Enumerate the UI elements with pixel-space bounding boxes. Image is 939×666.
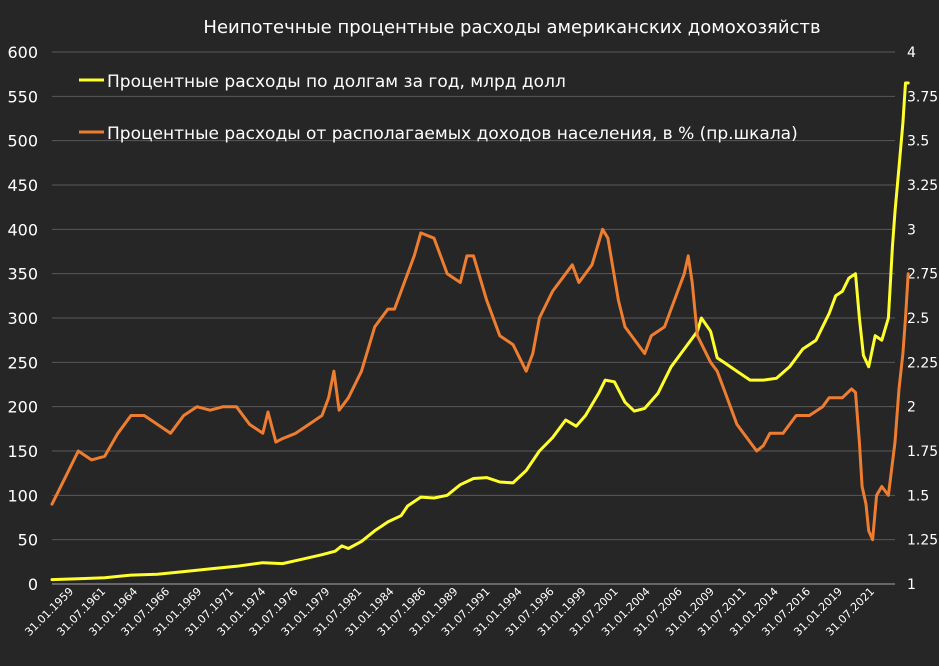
legend: Процентные расходы по долгам за год, млр… — [79, 72, 798, 144]
right-tick-label: 3.25 — [907, 178, 938, 194]
right-tick-label: 2.75 — [907, 267, 938, 283]
left-tick-label: 550 — [7, 87, 38, 106]
right-tick-label: 2.5 — [907, 311, 929, 327]
left-tick-label: 400 — [7, 220, 38, 239]
left-tick-label: 50 — [18, 531, 38, 550]
right-tick-label: 3.5 — [907, 134, 929, 150]
right-tick-label: 3 — [907, 222, 916, 238]
left-tick-label: 600 — [7, 43, 38, 62]
legend-label-interest-share-income: Процентные расходы от располагаемых дохо… — [107, 124, 798, 144]
right-tick-label: 2 — [907, 400, 916, 416]
right-tick-label: 2.25 — [907, 355, 938, 371]
right-tick-label: 1.75 — [907, 444, 938, 460]
left-tick-label: 250 — [7, 353, 38, 372]
left-tick-label: 450 — [7, 176, 38, 195]
legend-label-interest-expense: Процентные расходы по долгам за год, млр… — [107, 72, 566, 92]
left-tick-label: 500 — [7, 132, 38, 151]
series-line-interest-share-income — [50, 227, 910, 542]
right-axis: 1 1.25 1.5 1.75 2 2.25 2.5 2.75 3 3.25 3.5 3.75 4 — [907, 45, 938, 593]
right-tick-label: 4 — [907, 45, 916, 61]
right-tick-label: 1.5 — [907, 488, 929, 504]
left-tick-label: 100 — [7, 486, 38, 505]
right-tick-label: 1 — [907, 577, 916, 593]
left-axis: 0 50 100 150 200 250 300 350 400 450 500 550 600 — [7, 43, 38, 594]
left-tick-label: 300 — [7, 309, 38, 328]
series-layer — [50, 81, 910, 582]
left-tick-label: 200 — [7, 398, 38, 417]
right-tick-label: 3.75 — [907, 89, 938, 105]
chart-title: Неипотечные процентные расходы американс… — [203, 17, 820, 38]
series-line-interest-expense — [50, 81, 910, 582]
left-tick-label: 350 — [7, 265, 38, 284]
left-tick-label: 150 — [7, 442, 38, 461]
grid-layer — [52, 51, 895, 585]
left-tick-label: 0 — [28, 575, 38, 594]
right-tick-label: 1.25 — [907, 533, 938, 549]
